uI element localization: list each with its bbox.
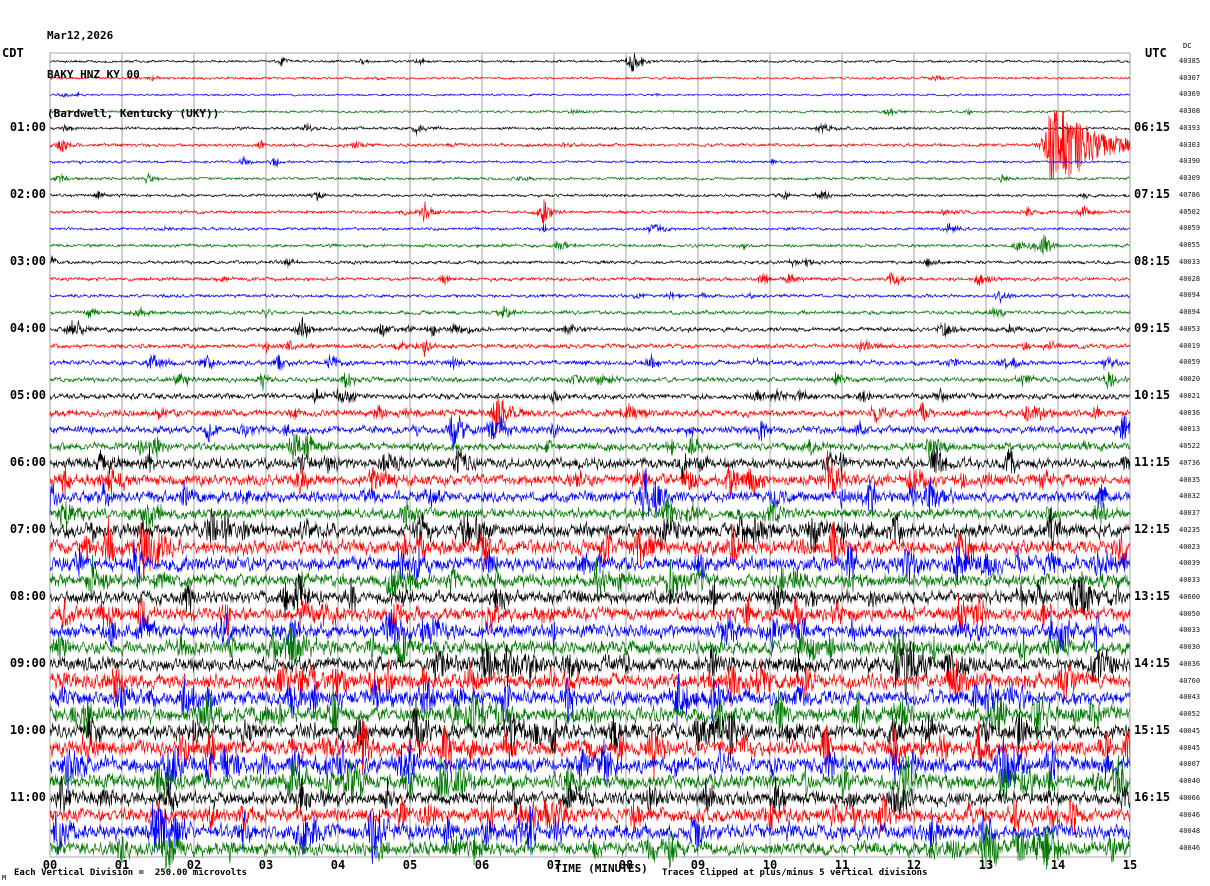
footer-clip-note: Traces clipped at plus/minus 5 vertical … <box>662 868 928 878</box>
left-timezone-label: CDT <box>2 46 24 60</box>
header-station: BAKY HNZ KY 00 <box>47 68 140 81</box>
header-date: Mar12,2026 <box>47 29 114 42</box>
x-axis-title: TIME (MINUTES) <box>555 862 648 875</box>
corner-mark: M <box>2 874 7 882</box>
header-block: Mar12,2026 BAKY HNZ KY 00 (Bardwell, Ken… <box>47 3 219 146</box>
footer-scale-note: Each Vertical Division = 250.00 microvol… <box>14 868 247 878</box>
right-timezone-label: UTC <box>1145 46 1167 60</box>
dc-column-label: DC <box>1183 42 1192 50</box>
header-location: (Bardwell, Kentucky (UKY)) <box>47 107 220 120</box>
